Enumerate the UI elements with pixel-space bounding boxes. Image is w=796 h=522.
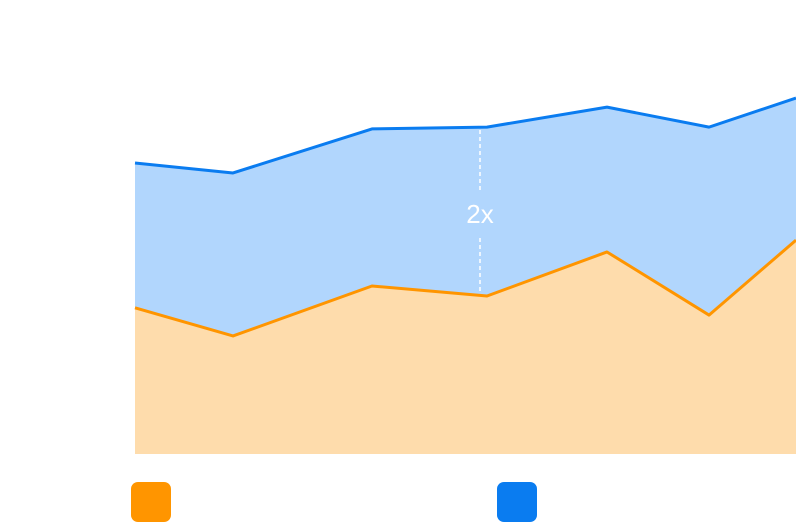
- line: [134, 96, 796, 175]
- legend-swatch: [497, 482, 537, 522]
- legend-swatch: [131, 482, 171, 522]
- plot: [134, 96, 796, 455]
- annotation: 2x: [466, 199, 493, 229]
- line: [134, 239, 796, 338]
- legend: [131, 482, 537, 522]
- area: [135, 240, 796, 454]
